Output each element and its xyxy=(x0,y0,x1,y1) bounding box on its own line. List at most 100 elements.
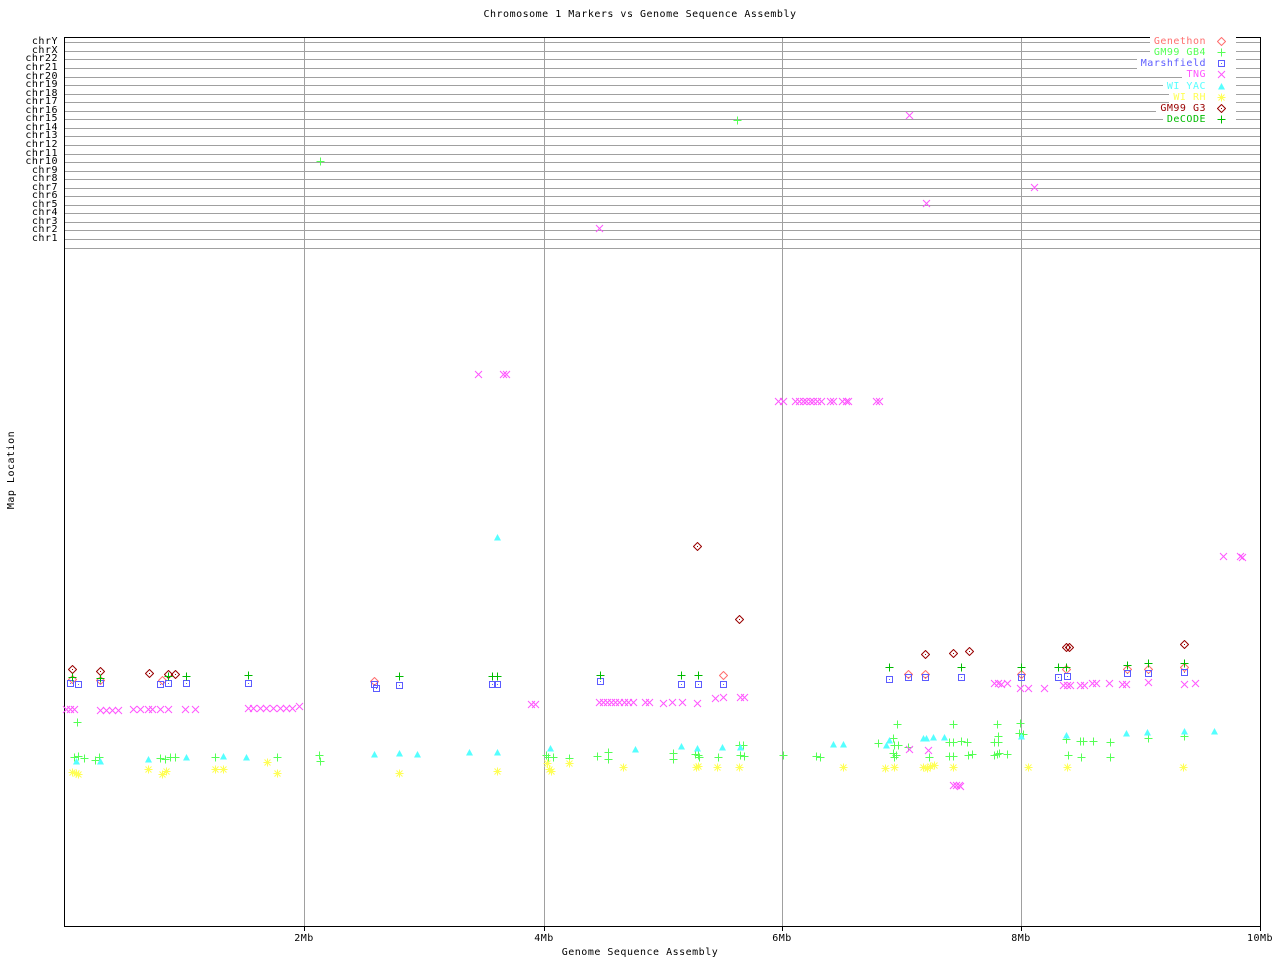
data-point-tng xyxy=(905,745,914,754)
data-point-marshfield xyxy=(1063,672,1072,681)
y-tick-label-chr5: chr5 xyxy=(31,199,58,210)
gridline-chrX xyxy=(64,51,1260,52)
y-tick-label-chr3: chr3 xyxy=(31,216,58,227)
legend-marker-icon xyxy=(1206,115,1236,124)
x-tick-label-6Mb: 6Mb xyxy=(772,933,792,944)
gridline-chr12 xyxy=(64,145,1260,146)
gridline-chr4 xyxy=(64,213,1260,214)
data-point-decode xyxy=(1123,661,1132,670)
data-point-gm99-gb4 xyxy=(949,738,958,747)
data-point-marshfield xyxy=(904,673,913,682)
data-point-wi-rh xyxy=(923,764,932,773)
y-tick-label-chr14: chr14 xyxy=(25,122,58,133)
data-point-marshfield xyxy=(372,684,381,693)
data-point-gm99-gb4 xyxy=(211,753,220,762)
data-point-wi-yac xyxy=(922,734,931,743)
data-point-tng xyxy=(262,704,271,713)
data-point-gm99-gb4 xyxy=(964,751,973,760)
y-tick-label-chr16: chr16 xyxy=(25,105,58,116)
data-point-wi-yac xyxy=(413,750,422,759)
data-point-tng xyxy=(136,705,145,714)
data-point-wi-yac xyxy=(219,752,228,761)
y-tick-label-chr6: chr6 xyxy=(31,190,58,201)
legend-marker-icon xyxy=(1206,70,1236,79)
data-point-gm99-gb4 xyxy=(1015,729,1024,738)
data-point-tng xyxy=(842,397,851,406)
data-point-decode xyxy=(68,673,77,682)
y-tick-label-chr22: chr22 xyxy=(25,53,58,64)
data-point-marshfield xyxy=(1123,669,1132,678)
data-point-wi-yac xyxy=(1122,729,1131,738)
data-point-tng xyxy=(826,397,835,406)
y-tick-label-chr8: chr8 xyxy=(31,173,58,184)
data-point-tng xyxy=(693,699,702,708)
data-point-tng xyxy=(922,199,931,208)
legend-label: Genethon xyxy=(1153,36,1206,47)
data-point-gm99-gb4 xyxy=(892,751,901,760)
data-point-decode xyxy=(182,672,191,681)
data-point-wi-yac xyxy=(182,753,191,762)
data-point-gm99-gb4 xyxy=(695,753,704,762)
x-tick-2Mb xyxy=(304,926,305,931)
data-point-tng xyxy=(1030,183,1039,192)
data-point-decode xyxy=(164,672,173,681)
data-point-wi-yac xyxy=(493,533,502,542)
data-point-wi-rh xyxy=(72,769,81,778)
y-tick-label-chr20: chr20 xyxy=(25,71,58,82)
data-point-decode xyxy=(1054,663,1063,672)
data-point-tng xyxy=(875,397,884,406)
data-point-wi-yac xyxy=(395,749,404,758)
gridline-8Mb xyxy=(1021,37,1022,926)
data-point-gm99-gb4 xyxy=(816,753,825,762)
data-point-tng xyxy=(276,704,285,713)
data-point-tng xyxy=(949,781,958,790)
data-point-wi-rh xyxy=(1024,763,1033,772)
data-point-gm99-gb4 xyxy=(1079,737,1088,746)
data-point-gm99-gb4 xyxy=(1016,719,1025,728)
data-point-wi-yac xyxy=(96,757,105,766)
data-point-tng xyxy=(1122,680,1131,689)
chart-title: Chromosome 1 Markers vs Genome Sequence … xyxy=(483,9,797,20)
data-point-genethon xyxy=(95,675,105,685)
data-point-wi-rh xyxy=(713,763,722,772)
x-tick-label-10Mb: 10Mb xyxy=(1246,933,1274,944)
data-point-gm99-gb4 xyxy=(1144,734,1153,743)
data-point-gm99-g3 xyxy=(144,668,154,678)
data-point-marshfield xyxy=(493,680,502,689)
data-point-marshfield xyxy=(1054,673,1063,682)
data-point-wi-yac xyxy=(72,757,81,766)
data-point-genethon xyxy=(903,669,913,679)
gridline-chr2 xyxy=(64,230,1260,231)
data-point-gm99-g3 xyxy=(1064,642,1074,652)
data-point-tng xyxy=(191,705,200,714)
data-point-tng xyxy=(102,706,111,715)
data-point-decode xyxy=(596,671,605,680)
legend-item-gm99-gb4: GM99 GB4 xyxy=(1149,47,1236,59)
data-point-wi-rh xyxy=(1179,763,1188,772)
legend-label: WI YAC xyxy=(1166,80,1206,92)
data-point-marshfield xyxy=(66,679,75,688)
data-point-wi-yac xyxy=(1062,731,1071,740)
gridline-chr8 xyxy=(64,179,1260,180)
data-point-marshfield xyxy=(677,680,686,689)
gridline-chr17 xyxy=(64,102,1260,103)
data-point-tng xyxy=(181,705,190,714)
data-point-wi-yac xyxy=(882,741,891,750)
gridline-chr13 xyxy=(64,136,1260,137)
x-tick-label-4Mb: 4Mb xyxy=(534,933,554,944)
plot-border-top xyxy=(64,37,1260,38)
legend-marker-icon xyxy=(1206,59,1236,68)
data-point-wi-rh xyxy=(692,763,701,772)
data-point-gm99-gb4 xyxy=(70,753,79,762)
data-point-gm99-gb4 xyxy=(963,738,972,747)
gridline-chr16 xyxy=(64,111,1260,112)
gridline-chr3 xyxy=(64,222,1260,223)
data-point-gm99-gb4 xyxy=(542,751,551,760)
data-point-tng xyxy=(956,782,965,791)
data-point-tng xyxy=(799,397,808,406)
data-point-gm99-gb4 xyxy=(968,750,977,759)
legend-item-decode: DeCODE xyxy=(1162,113,1236,125)
data-point-gm99-gb4 xyxy=(779,751,788,760)
data-point-decode xyxy=(96,674,105,683)
